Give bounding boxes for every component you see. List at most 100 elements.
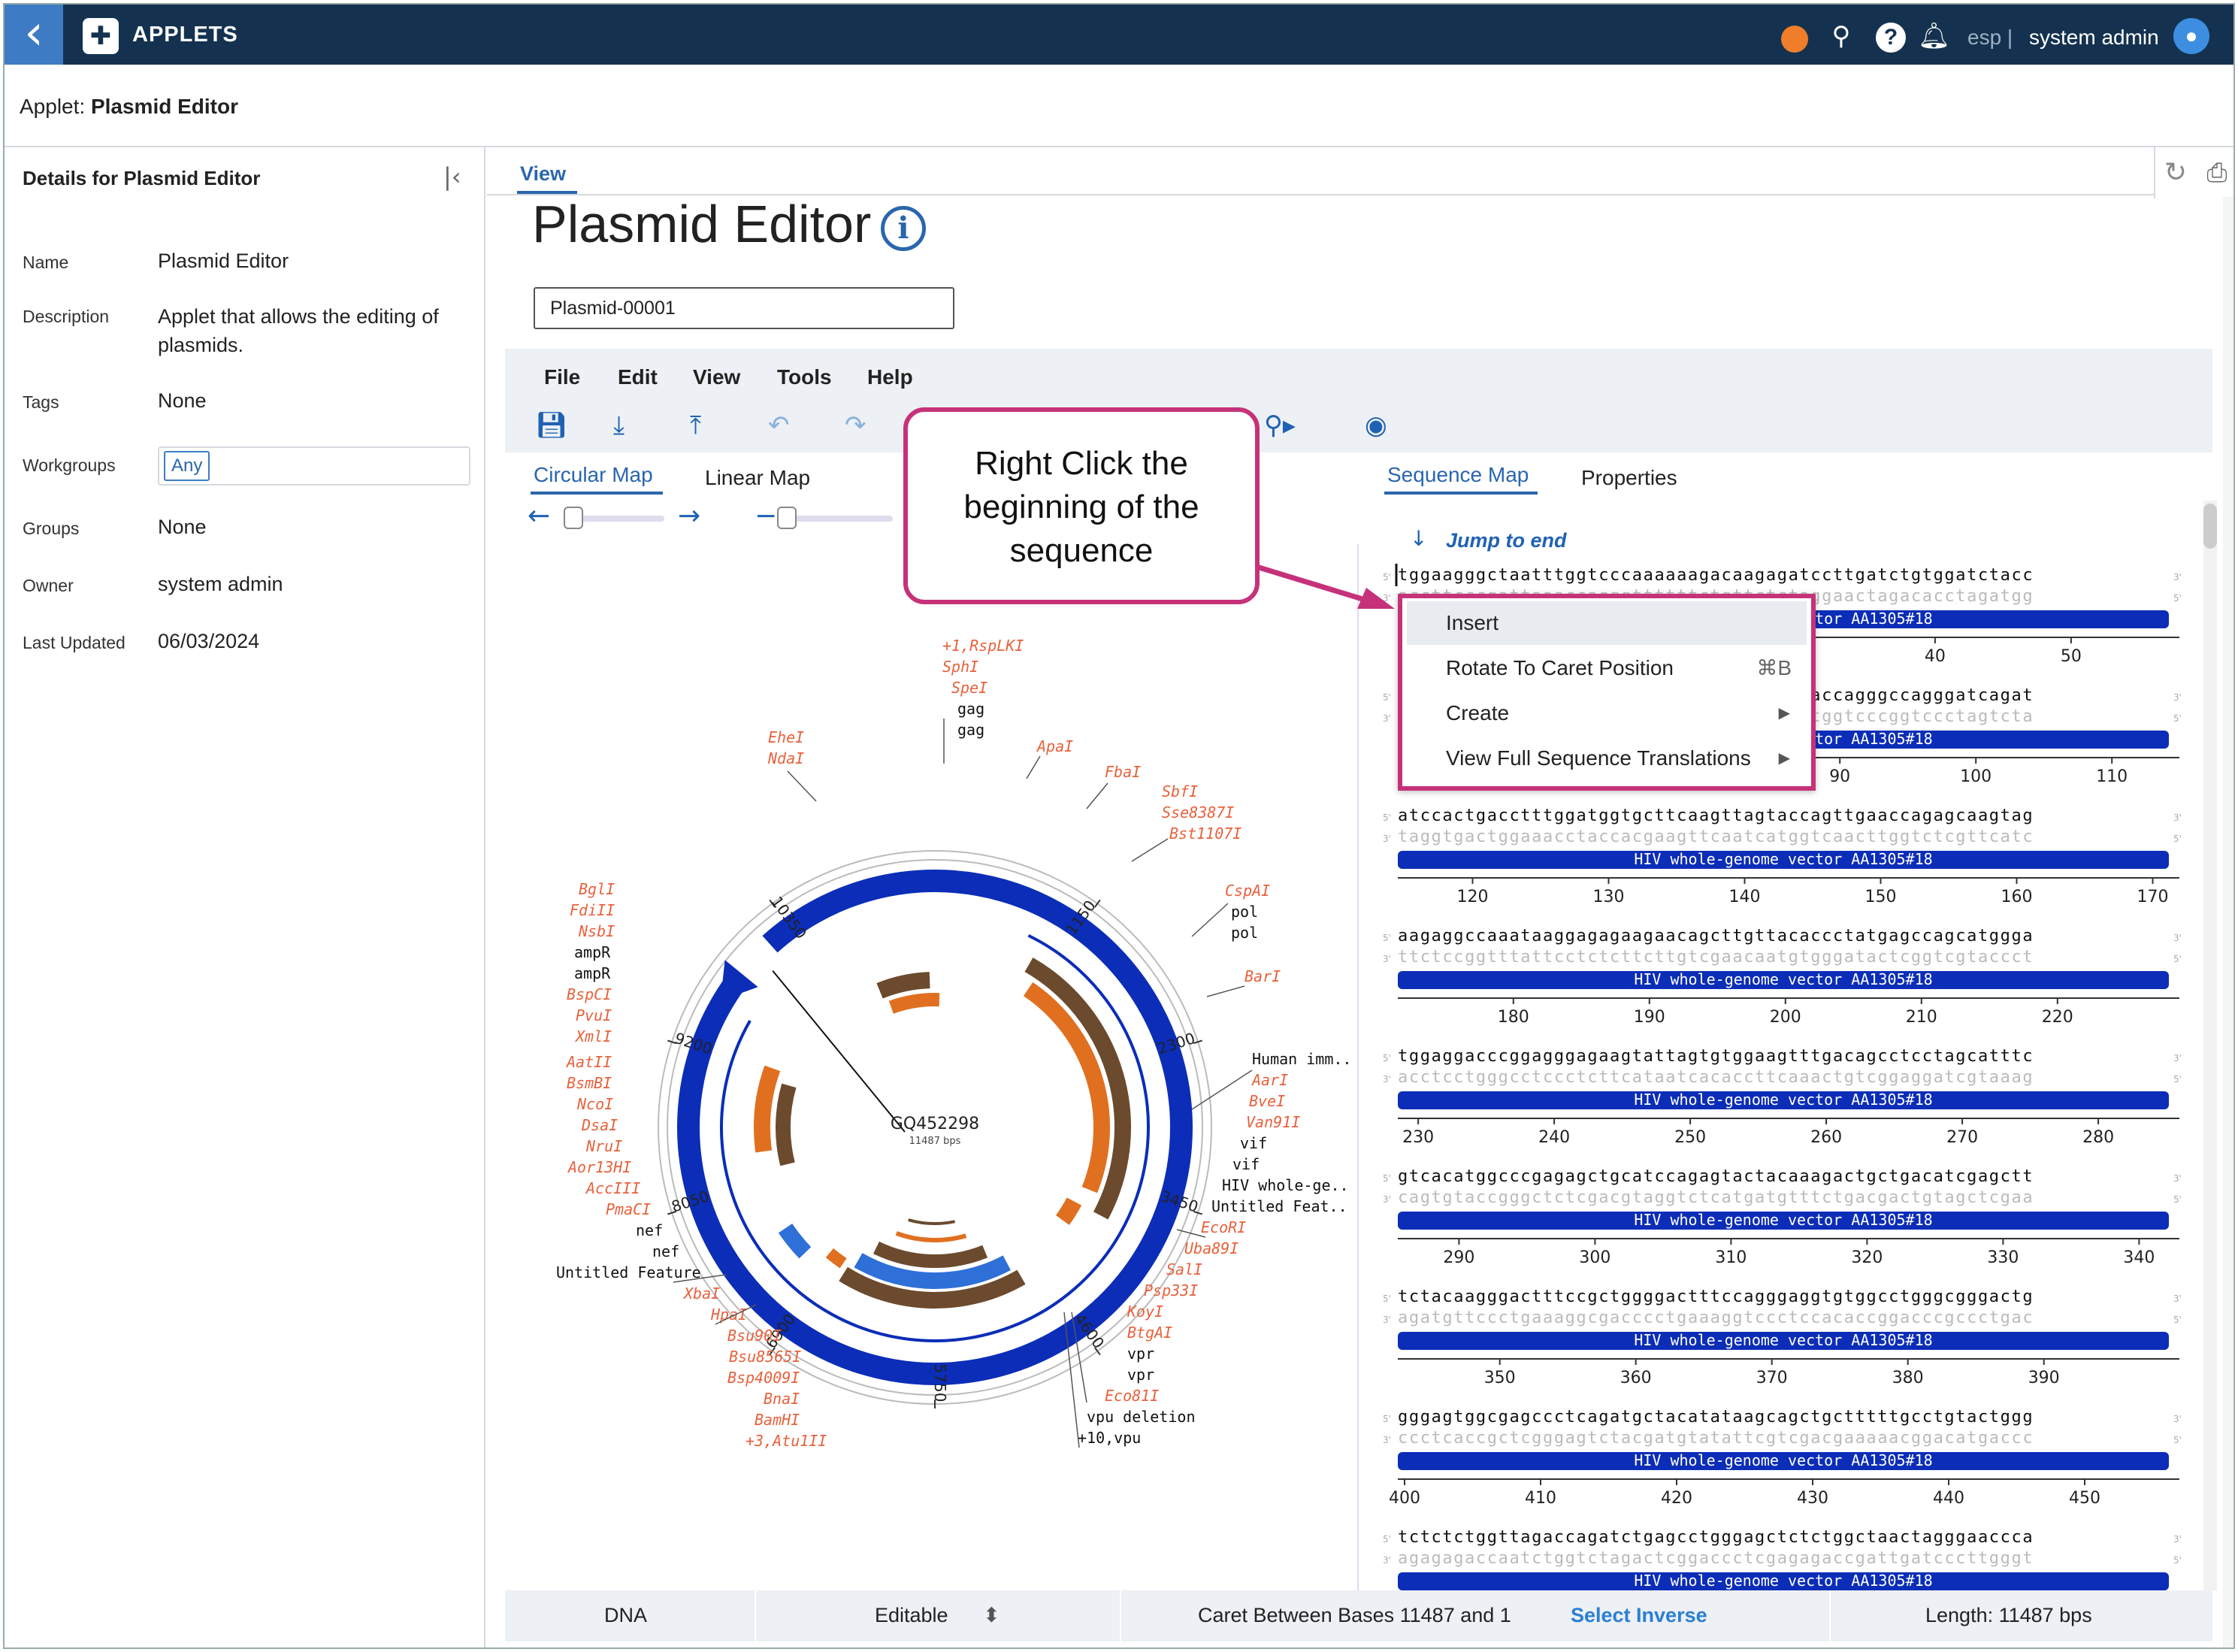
tab-sequence-map[interactable]: Sequence Map <box>1387 463 1529 486</box>
rotation-slider-track[interactable] <box>565 516 664 522</box>
menu-view[interactable]: View <box>693 365 741 389</box>
sequence-scroll-thumb[interactable] <box>2203 504 2217 549</box>
site-label: CspAI <box>1225 882 1270 900</box>
axis-tick-label: 320 <box>1851 1248 1883 1267</box>
page-scrollbar[interactable] <box>2223 197 2233 1647</box>
site-label: Aor13HI <box>567 1158 631 1176</box>
upload-icon[interactable]: ⤒ <box>690 410 702 440</box>
menu-item-create[interactable]: Create ▶ <box>1407 691 1807 735</box>
axis-tick-label: 110 <box>2096 767 2128 786</box>
tick-mark <box>1193 1210 1203 1215</box>
feature-bar <box>1398 1452 2169 1470</box>
back-chevron-icon[interactable]: ‹ <box>5 5 63 65</box>
menu-file[interactable]: File <box>544 365 581 389</box>
top-nav-bar: ‹ ✚ APPLETS ⚲ ? 🔔︎ esp | system admin ● <box>5 5 2233 65</box>
status-length: Length: 11487 bps <box>1925 1604 2092 1626</box>
site-label: pol <box>1231 903 1258 921</box>
strand-end-label: 5' <box>1383 1293 1391 1304</box>
bell-icon[interactable]: 🔔︎ <box>1918 21 1951 51</box>
mode-select-icon[interactable]: ⬍ <box>983 1604 1000 1627</box>
menu-item-label: Insert <box>1446 611 1499 634</box>
plasmid-name-input[interactable] <box>534 287 954 329</box>
tab-view[interactable]: View <box>520 162 567 185</box>
circular-map[interactable]: 1150230034504600575069008050920010350GQ4… <box>556 637 1351 1450</box>
feature-bar-label: HIV whole-genome vector AA1305#18 <box>1634 1211 1932 1229</box>
user-name[interactable]: system admin <box>2029 26 2159 49</box>
sequence-scrollbar[interactable] <box>2203 501 2217 1590</box>
tab-linear-map[interactable]: Linear Map <box>705 466 811 489</box>
status-edit-mode[interactable]: Editable <box>875 1604 948 1626</box>
site-label: Untitled Feat.. <box>1211 1197 1347 1215</box>
menu-edit[interactable]: Edit <box>618 365 658 389</box>
strand-end-label: 3' <box>1383 1194 1391 1205</box>
help-icon[interactable]: ? <box>1876 23 1906 53</box>
label-connector <box>1086 782 1108 809</box>
menu-tools[interactable]: Tools <box>777 365 832 389</box>
zoom-out-icon[interactable]: − <box>755 501 778 531</box>
download-icon[interactable]: ⤓ <box>613 410 625 440</box>
site-label: NcoI <box>576 1095 613 1113</box>
tenant-label: esp | <box>1967 26 2013 49</box>
rotate-right-icon[interactable]: → <box>678 501 701 531</box>
jump-down-icon[interactable]: ↓ <box>1410 526 1428 551</box>
site-label: vpr <box>1127 1366 1154 1384</box>
menu-help[interactable]: Help <box>867 365 913 389</box>
site-label: Bsu90I <box>727 1327 782 1345</box>
zoom-slider-handle[interactable] <box>777 507 797 529</box>
tick-mark <box>769 1347 776 1356</box>
rotation-slider-handle[interactable] <box>564 507 583 529</box>
site-label: ampR <box>574 943 611 961</box>
feature-bar <box>1398 851 2169 869</box>
eye-icon[interactable]: ◉ <box>1365 410 1387 440</box>
site-label: nef <box>652 1242 679 1260</box>
map-canvas: 1150230034504600575069008050920010350GQ4… <box>556 564 2182 1590</box>
workgroups-field[interactable]: Any <box>158 446 470 486</box>
search-icon[interactable]: ⚲ <box>1831 21 1851 51</box>
sequence-top-strand: tctctctggttagaccagatctgagcctgggagctctctg… <box>1398 1528 2034 1547</box>
field-label-name: Name <box>23 253 69 272</box>
axis-tick-label: 370 <box>1756 1369 1788 1387</box>
site-label: Sse8387I <box>1162 803 1234 821</box>
sequence-tab-underline <box>1384 492 1538 495</box>
feature-bar-label: HIV whole-genome vector AA1305#18 <box>1634 1572 1932 1590</box>
redo-icon[interactable]: ↷ <box>845 410 866 440</box>
shortcut-label: ⌘B <box>1756 656 1792 679</box>
inner-ring <box>720 933 1150 1342</box>
rotate-left-icon[interactable]: ← <box>528 501 551 531</box>
feature-bar <box>1398 1572 2169 1590</box>
workgroup-chip[interactable]: Any <box>164 451 210 481</box>
gene-arc-vif <box>1055 1197 1082 1225</box>
avatar-icon[interactable]: ● <box>2173 18 2209 54</box>
menu-item-view-translations[interactable]: View Full Sequence Translations ▶ <box>1407 737 1807 780</box>
gene-arc-pol <box>1023 982 1110 1194</box>
axis-tick-label: 390 <box>2028 1369 2060 1387</box>
axis-tick-label: 350 <box>1484 1369 1516 1387</box>
zoom-slider-track[interactable] <box>777 516 893 522</box>
axis-tick-label: 230 <box>1402 1128 1434 1147</box>
tab-circular-map[interactable]: Circular Map <box>534 463 653 486</box>
axis-tick-label: 220 <box>2042 1008 2073 1027</box>
undo-icon[interactable]: ↶ <box>768 410 790 440</box>
select-inverse-link[interactable]: Select Inverse <box>1571 1604 1707 1626</box>
print-icon[interactable]: ⎙ <box>2206 158 2227 188</box>
collapse-sidebar-icon[interactable]: |‹ <box>443 162 461 191</box>
axis-tick-label: 240 <box>1538 1128 1570 1147</box>
strand-end-label: 5' <box>2173 954 2182 964</box>
menu-item-insert[interactable]: Insert <box>1407 601 1807 645</box>
gene-arc-ampR <box>776 1083 797 1166</box>
field-value-groups: None <box>158 516 207 538</box>
find-icon[interactable]: ⚲▸ <box>1264 410 1296 440</box>
menu-item-rotate-to-caret[interactable]: Rotate To Caret Position ⌘B <box>1407 646 1807 690</box>
site-label: NdaI <box>767 749 804 767</box>
info-icon[interactable]: i <box>881 206 926 251</box>
tab-properties[interactable]: Properties <box>1581 466 1677 489</box>
strand-end-label: 3' <box>2173 1293 2182 1304</box>
menu-item-label: Rotate To Caret Position <box>1446 656 1674 679</box>
status-dot-icon[interactable] <box>1781 26 1808 53</box>
axis-tick-label: 140 <box>1729 888 1761 906</box>
axis-tick-label: 430 <box>1797 1489 1828 1508</box>
site-label: NruI <box>585 1137 622 1155</box>
jump-to-end-link[interactable]: Jump to end <box>1446 529 1567 552</box>
save-icon[interactable]: 💾︎ <box>535 410 568 440</box>
refresh-icon[interactable]: ↻ <box>2154 147 2196 198</box>
